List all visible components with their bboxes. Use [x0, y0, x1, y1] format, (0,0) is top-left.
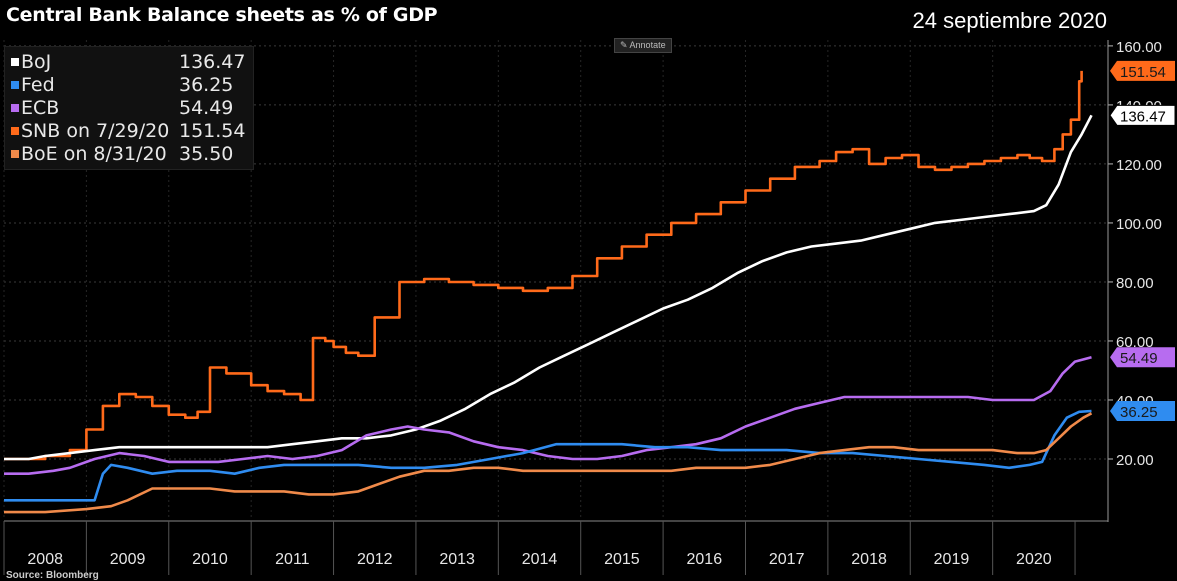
series-line-fed: [4, 409, 1092, 502]
legend-name: BoE on 8/31/20: [21, 142, 167, 165]
legend-item-ecb: ECB 54.49: [11, 96, 245, 119]
end-label-snb: 151.54: [1110, 60, 1175, 81]
legend-value: 35.50: [179, 142, 234, 165]
x-tick-label: 2012: [357, 551, 393, 568]
legend-value: 136.47: [179, 50, 246, 73]
end-label-ecb: 54.49: [1110, 347, 1175, 368]
series-line-snb: [4, 70, 1083, 461]
legend-swatch: [11, 103, 19, 112]
series-line-boe: [4, 412, 1093, 514]
series-lines: [4, 70, 1093, 514]
legend-item-snb: SNB on 7/29/20 151.54: [11, 119, 245, 142]
legend-swatch: [11, 149, 19, 158]
end-label-text: 36.25: [1120, 404, 1158, 421]
end-label-boj: 136.47: [1109, 104, 1176, 126]
legend-item-boe: BoE on 8/31/20 35.50: [11, 142, 245, 165]
end-label-tag: [1110, 60, 1175, 81]
y-tick-label: 60.00: [1116, 334, 1154, 351]
x-tick-label: 2009: [110, 551, 146, 568]
end-label-fed: 36.25: [1110, 401, 1175, 422]
y-tick-label: 80.00: [1116, 275, 1154, 292]
legend-name: SNB on 7/29/20: [21, 119, 170, 142]
end-label-text: 151.54: [1120, 64, 1166, 81]
legend-swatch: [11, 57, 19, 66]
x-tick-label: 2008: [27, 551, 63, 568]
pencil-icon: ✎: [620, 40, 630, 50]
x-tick-label: 2017: [769, 551, 805, 568]
series-line-ecb: [4, 355, 1092, 475]
x-tick-label: 2016: [687, 551, 723, 568]
x-axis: 2008 2009 2010 2011 2012 2013 2014 2015 2016 2017…: [3, 520, 1108, 575]
legend-item-boj: BoJ 136.47: [11, 50, 245, 73]
x-tick-label: 2013: [439, 551, 475, 568]
end-label-tag: [1110, 347, 1175, 368]
legend-item-fed: Fed 36.25: [11, 73, 245, 96]
series-line-boj: [4, 114, 1093, 461]
x-tick-label: 2014: [522, 551, 558, 568]
y-tick-label: 100.00: [1116, 216, 1162, 233]
x-tick-label: 2015: [604, 551, 640, 568]
annotate-label: Annotate: [629, 40, 666, 50]
legend: BoJ 136.47 Fed 36.25 ECB 54.49 SNB on 7/…: [4, 46, 255, 170]
source-note: Source: Bloomberg: [6, 570, 99, 581]
date-label: 24 septiembre 2020: [912, 8, 1107, 33]
legend-value: 54.49: [179, 96, 234, 119]
end-value-labels: 151.54 136.47 54.49 36.25: [1109, 60, 1176, 422]
chart-title: Central Bank Balance sheets as % of GDP: [6, 4, 438, 26]
legend-value: 36.25: [179, 73, 234, 96]
legend-swatch: [11, 80, 19, 89]
x-tick-label: 2019: [934, 551, 970, 568]
legend-value: 151.54: [179, 119, 246, 142]
y-tick-label: 120.00: [1116, 157, 1162, 174]
legend-name: ECB: [21, 96, 60, 119]
legend-swatch: [11, 126, 19, 135]
end-label-tag: [1110, 401, 1175, 422]
annotate-button[interactable]: ✎ Annotate: [614, 38, 672, 53]
x-tick-label: 2010: [192, 551, 228, 568]
gridlines: [3, 40, 1108, 518]
end-label-tag: [1109, 104, 1176, 126]
x-tick-label: 2018: [851, 551, 887, 568]
x-tick-label: 2011: [275, 551, 310, 568]
legend-name: Fed: [21, 73, 55, 96]
end-label-text: 136.47: [1120, 108, 1166, 125]
y-tick-label: 160.00: [1116, 39, 1162, 56]
legend-name: BoJ: [21, 50, 52, 73]
y-tick-label: 20.00: [1116, 452, 1154, 469]
end-label-text: 54.49: [1120, 350, 1158, 367]
x-tick-label: 2020: [1016, 551, 1052, 568]
